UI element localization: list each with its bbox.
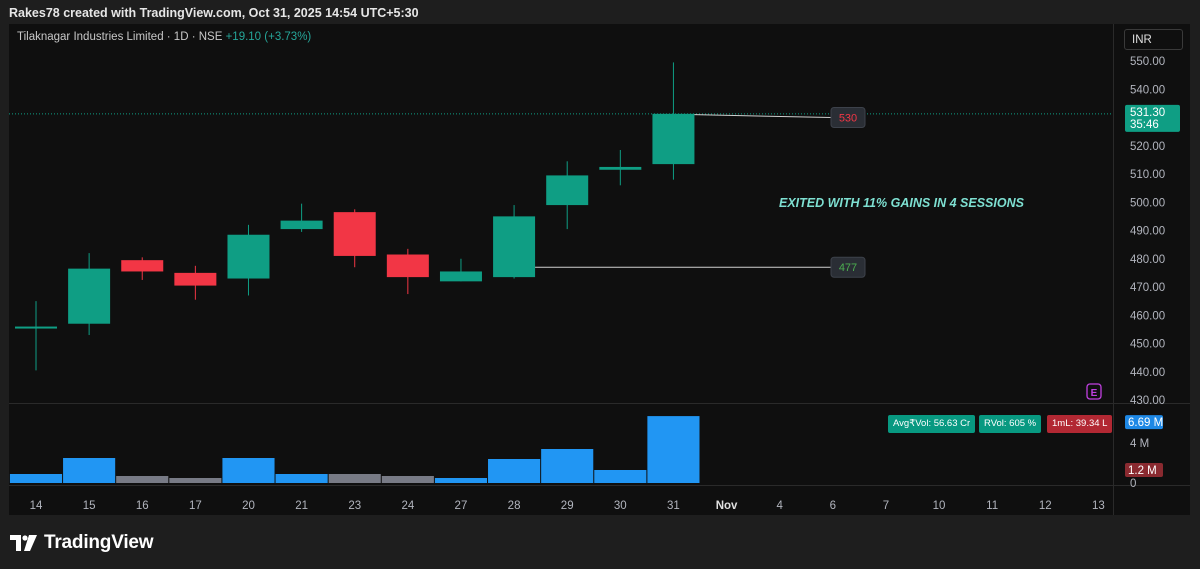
candle-body xyxy=(439,271,482,282)
last-price-badge xyxy=(1125,104,1180,132)
candle-body xyxy=(599,166,642,170)
volume-bar xyxy=(647,416,700,483)
top-bar: Rakes78 created with TradingView.com, Oc… xyxy=(0,0,1200,24)
earnings-marker-icon xyxy=(1086,383,1102,400)
time-tick-label: 14 xyxy=(30,500,43,512)
price-tick-label: 450.00 xyxy=(1130,339,1165,351)
brand-name: TradingView xyxy=(44,532,154,553)
volume-bar xyxy=(9,474,63,483)
price-change: +19.10 (+3.73%) xyxy=(225,31,312,43)
candle-body xyxy=(15,326,57,329)
page-title: Rakes78 created with TradingView.com, Oc… xyxy=(9,6,419,20)
time-tick-label: 7 xyxy=(883,500,889,512)
price-tick-label: 520.00 xyxy=(1130,141,1165,153)
last-price-value: 531.30 xyxy=(1130,107,1165,119)
candle-body xyxy=(333,212,376,256)
symbol-legend: Tilaknagar Industries Limited · 1D · NSE… xyxy=(17,31,311,43)
avg-volume-badge xyxy=(1125,463,1163,477)
volume-bar xyxy=(434,478,488,483)
time-tick-label: 13 xyxy=(1092,500,1105,512)
volume-bar xyxy=(222,458,275,483)
chart-canvas[interactable]: 550.00540.00530.00520.00510.00500.00490.… xyxy=(9,24,1190,515)
price-tick-label: 460.00 xyxy=(1130,310,1165,322)
trendline-530 xyxy=(694,114,832,118)
volume-bar xyxy=(275,474,328,483)
candle-body xyxy=(546,175,589,206)
price-tick-label: 430.00 xyxy=(1130,395,1165,407)
candle-body xyxy=(227,234,270,279)
time-tick-label: 29 xyxy=(561,500,574,512)
last-volume-value: 6.69 M xyxy=(1128,417,1163,429)
candle-body xyxy=(386,254,429,278)
rvol-badge: RVol: 605 % xyxy=(979,415,1042,433)
footer: TradingView xyxy=(0,515,1200,569)
time-tick-label: 28 xyxy=(508,500,521,512)
candle-body xyxy=(174,272,217,286)
volume-tick-label: 0 xyxy=(1130,478,1136,490)
price-tick-label: 510.00 xyxy=(1130,169,1165,181)
tradingview-logo[interactable]: TradingView xyxy=(10,532,154,554)
annotation-text: EXITED WITH 11% GAINS IN 4 SESSIONS xyxy=(779,196,1025,210)
trendline-label-box xyxy=(830,256,866,278)
trendline-label: 530 xyxy=(839,113,857,125)
time-tick-label: 30 xyxy=(614,500,627,512)
price-tick-label: 550.00 xyxy=(1130,56,1165,68)
price-tick-label: 470.00 xyxy=(1130,282,1165,294)
candle-body xyxy=(280,220,323,230)
volume-bar xyxy=(328,474,381,483)
avg-vol-badge: Avg₹Vol: 56.63 Cr xyxy=(888,415,976,433)
price-tick-label: 490.00 xyxy=(1130,226,1165,238)
time-tick-label: 10 xyxy=(933,500,946,512)
price-tick-label: 440.00 xyxy=(1130,367,1165,379)
volume-bar xyxy=(541,449,594,483)
time-tick-label: 17 xyxy=(189,500,202,512)
last-volume-badge xyxy=(1125,415,1163,430)
trendline-label: 477 xyxy=(839,262,857,274)
time-tick-label: 23 xyxy=(348,500,361,512)
time-tick-label: Nov xyxy=(716,500,738,512)
time-tick-label: 20 xyxy=(242,500,255,512)
price-tick-label: 540.00 xyxy=(1130,84,1165,96)
volume-bar xyxy=(594,470,647,483)
chart-panel[interactable]: 550.00540.00530.00520.00510.00500.00490.… xyxy=(9,24,1190,515)
symbol-name: Tilaknagar Industries Limited · 1D · NSE xyxy=(17,31,223,43)
time-tick-label: 12 xyxy=(1039,500,1052,512)
time-tick-label: 24 xyxy=(401,500,414,512)
candle-body xyxy=(652,113,695,165)
time-tick-label: 6 xyxy=(830,500,836,512)
one-ml-badge: 1mL: 39.34 L xyxy=(1047,415,1113,433)
time-tick-label: 27 xyxy=(455,500,468,512)
price-tick-label: 500.00 xyxy=(1130,197,1165,209)
volume-bar xyxy=(116,476,169,483)
earnings-marker-label: E xyxy=(1091,388,1098,399)
volume-bar xyxy=(381,476,434,483)
volume-bar xyxy=(488,459,541,483)
volume-bar xyxy=(169,478,222,483)
bar-countdown: 35:46 xyxy=(1130,119,1159,131)
time-tick-label: 16 xyxy=(136,500,149,512)
avg-volume-value: 1.2 M xyxy=(1128,465,1157,477)
tradingview-logo-icon xyxy=(10,535,37,551)
candle-body xyxy=(121,260,164,272)
time-tick-label: 11 xyxy=(986,500,998,512)
currency-button[interactable]: INR xyxy=(1124,29,1183,50)
time-tick-label: 21 xyxy=(295,500,308,512)
time-tick-label: 15 xyxy=(83,500,96,512)
time-tick-label: 31 xyxy=(667,500,680,512)
candle-body xyxy=(68,268,111,324)
time-tick-label: 4 xyxy=(776,500,783,512)
volume-tick-label: 4 M xyxy=(1130,438,1149,450)
price-tick-label: 480.00 xyxy=(1130,254,1165,266)
trendline-label-box xyxy=(830,107,866,128)
candle-body xyxy=(493,216,536,278)
volume-bar xyxy=(63,458,116,483)
